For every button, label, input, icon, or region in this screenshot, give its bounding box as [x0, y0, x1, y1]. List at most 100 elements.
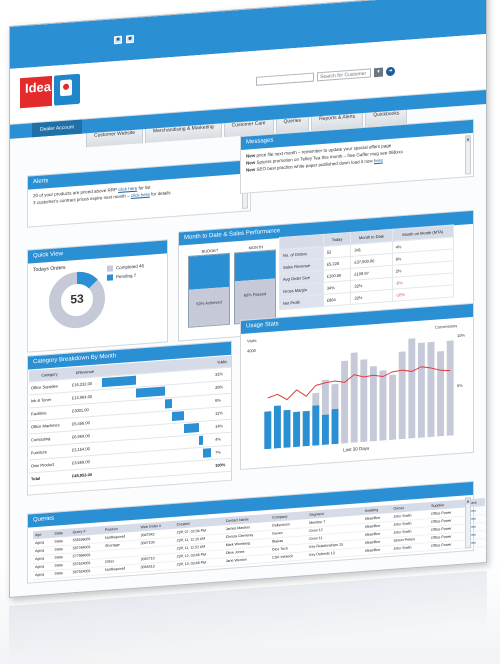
legend-label: Pending 7 — [116, 272, 137, 280]
category-name: Total — [29, 469, 70, 486]
alert-link[interactable]: click here — [130, 191, 150, 199]
scroll-up-icon[interactable]: ▲ — [466, 136, 470, 143]
visits-highlight-bar — [302, 410, 310, 447]
donut-pending — [49, 271, 105, 329]
brand-logo: Ideal — [20, 73, 80, 109]
visits-bar — [437, 351, 445, 437]
category-bar — [199, 435, 204, 446]
mtd-bars: BUDGET 53% Achieved MONTH 60% Passed — [188, 244, 276, 328]
row-label: Net Profit — [279, 294, 324, 310]
x-axis-label: Last 30 Days — [343, 445, 370, 453]
search-input[interactable] — [317, 68, 371, 82]
conversions-axis-label: Conversions — [435, 323, 458, 330]
category-mix: 100% — [213, 457, 231, 473]
conversions-line — [267, 366, 451, 401]
table-cell: John Smith — [391, 542, 430, 553]
legend-swatch — [107, 274, 113, 281]
visits-highlight-bar — [283, 409, 291, 448]
table-cell: State — [52, 568, 71, 578]
alerts-panel: Alerts 20 of your products are priced ab… — [27, 159, 251, 228]
month-note: 60% Passed — [243, 291, 267, 298]
dashboard-screen: ■ ■ Ideal ▾ ➜ Customer Website Merchandi… — [9, 0, 487, 598]
category-table: Category £Revenue %Mix Office Supplies £1… — [29, 355, 231, 486]
visits-bar — [398, 351, 406, 440]
search-blank-field[interactable] — [256, 72, 314, 86]
mtd-table: Today Month to Date Month on Month (MTA)… — [279, 224, 454, 310]
legend-label: Completed 46 — [116, 263, 145, 271]
table-cell: Office Power — [429, 539, 466, 551]
visits-highlight-bar — [293, 411, 301, 448]
table-cell: 567924001 — [70, 566, 104, 577]
table-cell: Ideaoffice — [362, 544, 392, 556]
brand-name: Ideal — [20, 75, 55, 109]
category-bar — [171, 411, 184, 422]
month-fill — [235, 250, 275, 282]
category-revenue: £48,953.00 — [70, 467, 101, 483]
messages-scrollbar[interactable]: ▲ — [465, 135, 471, 175]
legend-pending: Pending 7 — [107, 272, 144, 281]
table-cell: £884 — [323, 292, 351, 307]
month-remaining: 60% Passed — [235, 278, 275, 324]
tab-dealer-account[interactable]: Dealer Account — [32, 119, 82, 138]
message-link[interactable]: here — [373, 157, 383, 164]
visits-bar — [369, 365, 377, 442]
table-cell: NotRequired — [103, 563, 139, 575]
visits-axis-label: Visits — [247, 337, 257, 344]
category-bar — [164, 399, 172, 409]
table-cell: CSK Infotech — [270, 551, 308, 562]
arrow-right-icon[interactable]: ➜ — [386, 66, 395, 77]
queries-scrollbar[interactable]: ▲ — [465, 497, 471, 549]
orders-total: 53 — [70, 291, 84, 307]
quick-view-panel: Quick View Todays Orders 53 Completed 46… — [27, 239, 168, 353]
visits-highlight-bar — [264, 411, 272, 450]
search-area: ▾ ➜ — [256, 66, 395, 86]
budget-remaining: 53% Achieved — [189, 286, 229, 327]
message-prefix: New — [246, 152, 256, 159]
visits-bar — [379, 370, 387, 441]
visits-highlight-bar — [273, 405, 281, 449]
visits-highlight-bar — [321, 414, 329, 446]
budget-note: 53% Achieved — [196, 299, 222, 307]
alert-text-after: for list — [137, 184, 151, 191]
category-bar — [136, 386, 165, 398]
budget-bar: BUDGET 53% Achieved — [188, 248, 230, 328]
visits-highlight-bar — [312, 405, 320, 446]
month-bar: MONTH 60% Passed — [234, 244, 276, 325]
scroll-up-icon[interactable]: ▲ — [466, 498, 470, 505]
window-btn-1[interactable]: ■ — [114, 35, 122, 45]
message-prefix: New — [246, 159, 256, 166]
table-cell: 32% — [350, 289, 393, 305]
visits-bar — [341, 360, 349, 444]
quick-view-title: Quick View — [28, 240, 167, 264]
legend-swatch — [107, 265, 113, 272]
orders-donut — [49, 271, 105, 329]
usage-chart — [264, 338, 454, 450]
visits-highlight-bar — [331, 408, 339, 445]
category-bar — [183, 423, 199, 434]
visits-bar — [417, 342, 425, 438]
visits-bar — [408, 338, 416, 439]
alert-text-after: for details — [149, 190, 171, 197]
visits-bar — [350, 352, 358, 443]
brand-icon — [54, 73, 80, 106]
category-bar — [203, 448, 212, 458]
table-cell: 3054413 — [138, 560, 175, 572]
y2-tick-label: 5% — [457, 382, 463, 389]
visits-bar — [427, 341, 435, 438]
visits-bar — [446, 340, 454, 436]
table-cell: Aging — [33, 569, 53, 580]
chevron-down-icon[interactable]: ▾ — [374, 67, 383, 78]
message-prefix: New — [246, 166, 256, 173]
legend-completed: Completed 46 — [107, 263, 144, 272]
queries-panel: Queries Age State Query # Position Web Order… — [27, 480, 485, 584]
window-btn-2[interactable]: ■ — [126, 34, 134, 44]
usage-panel: Usage Stats Visits 4000 Conversions 10% … — [240, 302, 474, 471]
budget-fill — [189, 253, 229, 290]
category-panel: Category Breakdown By Month Category £Re… — [27, 340, 232, 496]
visits-bar — [389, 374, 397, 441]
category-bar — [102, 375, 137, 388]
y2-tick-label: 10% — [457, 332, 466, 339]
quick-view-legend: Completed 46 Pending 7 — [107, 263, 144, 281]
y-tick-label: 4000 — [247, 347, 256, 354]
